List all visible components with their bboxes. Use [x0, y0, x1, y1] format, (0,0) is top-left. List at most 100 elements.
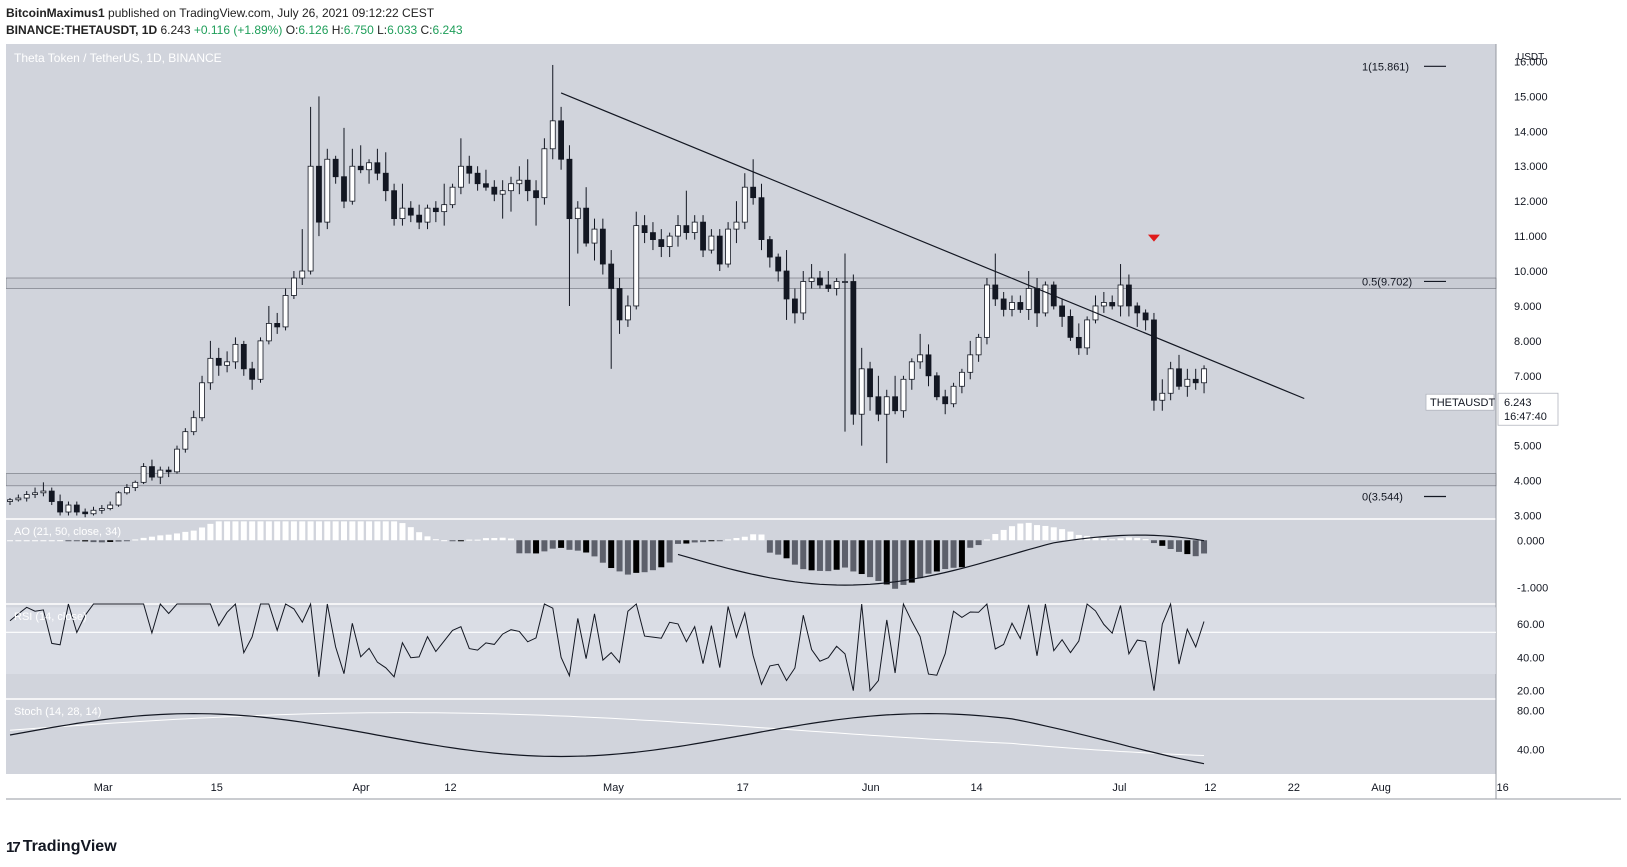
- ao-histogram-bar: [174, 533, 180, 541]
- pane-background-3: [6, 699, 1496, 774]
- ao-tick-label: -1.000: [1517, 582, 1548, 594]
- ao-histogram-bar: [215, 521, 222, 541]
- ao-histogram-bar: [858, 540, 865, 575]
- ao-histogram-bar: [82, 540, 89, 542]
- ao-histogram-bar: [165, 534, 172, 541]
- bullish-candle: [40, 490, 47, 494]
- ao-histogram-bar: [391, 521, 398, 541]
- time-tick-label: Aug: [1371, 782, 1391, 794]
- bullish-candle: [140, 466, 147, 483]
- bearish-candle: [149, 466, 155, 478]
- ao-histogram-bar: [583, 540, 590, 553]
- price-tick-label: 8.000: [1514, 336, 1542, 348]
- ao-histogram-bar: [900, 540, 907, 585]
- ao-histogram-bar: [23, 540, 30, 542]
- bearish-candle: [933, 375, 940, 398]
- ao-histogram-bar: [1125, 537, 1132, 541]
- ao-histogram-bar: [750, 534, 757, 541]
- ao-histogram-bar: [290, 521, 297, 541]
- bullish-candle: [32, 492, 38, 495]
- publisher-name[interactable]: BitcoinMaximus1: [6, 6, 105, 20]
- ao-histogram-bar: [1192, 540, 1199, 557]
- bullish-candle: [591, 228, 598, 244]
- bullish-candle: [157, 469, 164, 478]
- bearish-candle: [274, 323, 281, 328]
- ao-histogram-bar: [950, 540, 957, 568]
- rsi-line: [9, 602, 1205, 692]
- bearish-candle: [616, 288, 623, 321]
- bullish-candle: [1117, 284, 1124, 307]
- bearish-candle: [850, 281, 857, 415]
- bearish-candle: [1126, 284, 1132, 307]
- bullish-candle: [282, 295, 289, 328]
- ao-histogram-bar: [432, 539, 439, 541]
- time-axis-background: [6, 774, 1621, 799]
- rsi-band: [6, 607, 1496, 674]
- price-tick-label: 13.000: [1514, 161, 1548, 173]
- bullish-candle: [1184, 378, 1191, 387]
- ao-histogram-bar: [833, 540, 840, 570]
- bearish-candle: [658, 239, 665, 247]
- ao-histogram-bar: [733, 538, 740, 541]
- ao-histogram-bar: [533, 540, 540, 554]
- ohlc-line: BINANCE:THETAUSDT, 1D 6.243 +0.116 (+1.8…: [6, 23, 463, 37]
- bearish-candle: [817, 277, 823, 286]
- ao-histogram-bar: [1075, 534, 1082, 541]
- tradingview-logo[interactable]: 17 TradingView: [6, 838, 117, 856]
- ao-histogram-bar: [783, 540, 790, 559]
- close-value: 6.243: [432, 23, 463, 37]
- ao-histogram-bar: [315, 521, 322, 541]
- ao-histogram-bar: [691, 540, 698, 543]
- bearish-candle: [650, 232, 656, 240]
- bearish-candle: [1192, 378, 1199, 384]
- bullish-candle: [366, 162, 372, 171]
- bullish-candle: [399, 207, 406, 220]
- ao-histogram-bar: [633, 540, 640, 573]
- bullish-candle: [858, 368, 865, 415]
- last-price-label: 6.243: [1504, 397, 1532, 409]
- bullish-candle: [1167, 368, 1174, 394]
- ao-histogram-bar: [1050, 527, 1057, 541]
- ao-histogram-bar: [591, 540, 598, 557]
- bearish-candle: [332, 158, 339, 178]
- bullish-candle: [441, 204, 448, 213]
- ao-histogram-bar: [416, 532, 423, 541]
- price-tick-label: 12.000: [1514, 196, 1548, 208]
- horizontal-band-0: [5, 277, 1497, 289]
- bullish-candle: [1084, 319, 1091, 349]
- rsi-title: RSI (14, close): [14, 611, 87, 623]
- ao-histogram-bar: [508, 538, 514, 541]
- chart-area[interactable]: 1(15.861) 0.5(9.702) 0(3.544) USDT 16.000 15.…: [5, 44, 1621, 831]
- low-value: 6.033: [387, 23, 418, 37]
- ao-histogram-bar: [1117, 538, 1124, 541]
- price-tick-label: 5.000: [1514, 441, 1542, 453]
- bearish-candle: [825, 284, 832, 289]
- bullish-candle: [975, 336, 982, 356]
- bullish-candle: [800, 281, 807, 314]
- rejection-arrow-icon: [1147, 234, 1160, 242]
- ao-histogram-bar: [474, 539, 481, 541]
- ao-histogram-bar: [449, 540, 456, 542]
- ao-histogram-bar: [265, 521, 272, 541]
- bullish-candle: [115, 492, 122, 506]
- bearish-candle: [57, 501, 63, 513]
- ao-histogram-bar: [1025, 522, 1032, 541]
- bullish-candle: [508, 183, 514, 192]
- bullish-candle: [1159, 392, 1166, 401]
- bearish-candle: [683, 225, 690, 234]
- ao-histogram-bar: [399, 523, 406, 541]
- bearish-candle: [1176, 368, 1182, 387]
- ao-histogram-bar: [48, 540, 55, 542]
- fib-label-1: 0.5(9.702): [1362, 276, 1412, 288]
- ao-histogram-bar: [482, 538, 489, 541]
- bearish-candle: [407, 207, 414, 216]
- ao-histogram-bar: [549, 540, 556, 549]
- bearish-candle: [758, 197, 765, 240]
- bullish-candle: [691, 221, 698, 234]
- ao-histogram-bar: [608, 540, 615, 569]
- ao-histogram-bar: [123, 540, 130, 542]
- bullish-candle: [1009, 302, 1015, 310]
- bearish-candle: [925, 354, 932, 377]
- ao-histogram-bar: [240, 521, 247, 541]
